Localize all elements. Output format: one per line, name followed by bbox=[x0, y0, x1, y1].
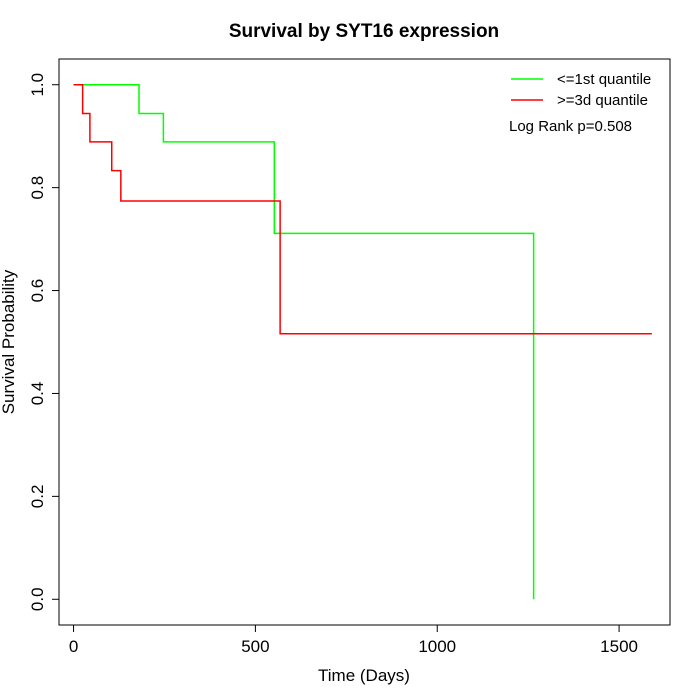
survival-curve-high bbox=[73, 83, 652, 335]
y-tick-label: 0.8 bbox=[28, 176, 47, 200]
x-tick-label: 1000 bbox=[418, 637, 456, 656]
x-axis: 0 500 1000 1500 bbox=[69, 624, 638, 656]
legend-label: <=1st quantile bbox=[557, 71, 651, 88]
x-tick-label: 0 bbox=[69, 637, 78, 656]
legend-label: >=3d quantile bbox=[557, 92, 648, 109]
x-tick-label: 500 bbox=[241, 637, 269, 656]
survival-curves bbox=[73, 83, 652, 600]
y-tick-label: 1.0 bbox=[28, 73, 47, 97]
legend: <=1st quantile >=3d quantile bbox=[511, 71, 651, 109]
x-axis-label: Time (Days) bbox=[318, 666, 410, 685]
log-rank-annotation: Log Rank p=0.508 bbox=[509, 118, 632, 135]
survival-curve-low bbox=[73, 83, 535, 600]
chart-title: Survival by SYT16 expression bbox=[229, 21, 499, 42]
y-tick-label: 0.2 bbox=[28, 485, 47, 509]
y-tick-label: 0.6 bbox=[28, 279, 47, 303]
y-axis-label: Survival Probability bbox=[0, 269, 18, 414]
y-tick-label: 0.4 bbox=[28, 382, 47, 406]
x-tick-label: 1500 bbox=[600, 637, 638, 656]
y-tick-label: 0.0 bbox=[28, 587, 47, 611]
plot-frame bbox=[58, 58, 671, 626]
y-axis: 0.0 0.2 0.4 0.6 0.8 1.0 bbox=[28, 73, 60, 611]
